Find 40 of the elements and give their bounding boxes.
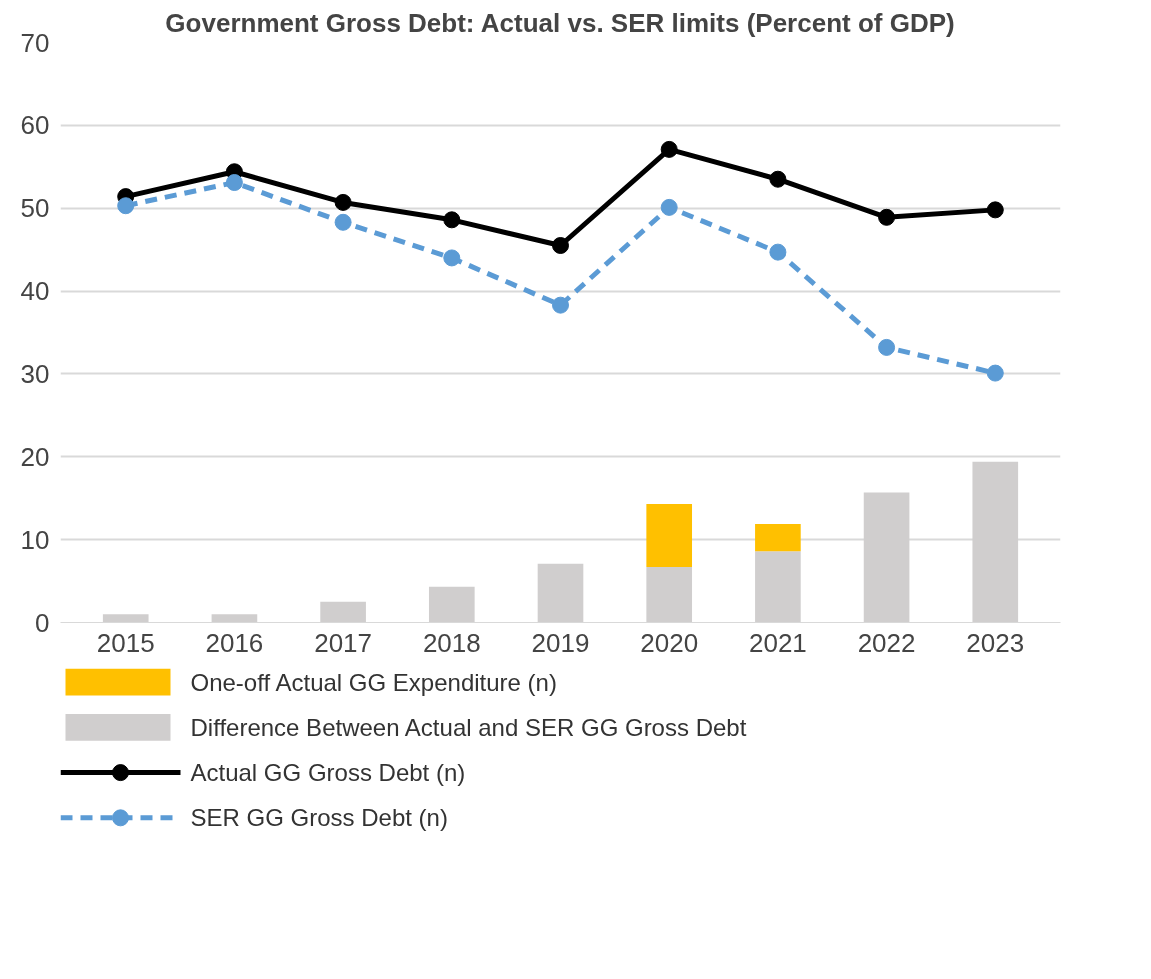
y-tick-label: 0: [35, 607, 50, 638]
legend-label: Actual GG Gross Debt (n): [190, 759, 466, 787]
legend-label: SER GG Gross Debt (n): [190, 804, 448, 832]
y-tick-label: 70: [20, 27, 50, 58]
bar: [646, 504, 693, 567]
point: [334, 193, 352, 211]
point: [878, 338, 896, 356]
point: [986, 201, 1004, 219]
point: [769, 243, 787, 261]
point: [225, 174, 243, 192]
chart-title: Government Gross Debt: Actual vs. SER limits (Percent of GDP): [165, 7, 955, 38]
x-tick-label: 2016: [205, 627, 264, 658]
x-tick-label: 2021: [748, 627, 807, 658]
point: [660, 140, 678, 158]
x-tick-label: 2015: [96, 627, 155, 658]
y-tick-label: 50: [20, 193, 50, 224]
point: [878, 208, 896, 226]
x-tick-label: 2020: [640, 627, 699, 658]
x-tick-label: 2017: [314, 627, 373, 658]
point: [334, 213, 352, 231]
y-tick-label: 60: [20, 110, 50, 141]
point: [443, 211, 461, 229]
x-tick-label: 2018: [422, 627, 481, 658]
y-tick-label: 30: [20, 358, 50, 389]
point: [117, 197, 135, 215]
point: [443, 249, 461, 267]
point: [552, 237, 569, 254]
x-tick-label: 2022: [857, 627, 916, 658]
y-tick-label: 40: [20, 276, 50, 307]
y-tick-label: 20: [20, 441, 50, 472]
y-tick-label: 10: [20, 524, 50, 555]
point: [769, 170, 787, 188]
legend-label: Difference Between Actual and SER GG Gross Debt: [190, 713, 747, 741]
point: [660, 198, 678, 216]
bar: [755, 523, 801, 552]
point: [552, 296, 569, 314]
point: [986, 364, 1004, 382]
x-tick-label: 2023: [966, 627, 1025, 658]
x-tick-label: 2019: [531, 627, 590, 658]
legend-label: One-off Actual GG Expenditure (n): [190, 668, 557, 696]
